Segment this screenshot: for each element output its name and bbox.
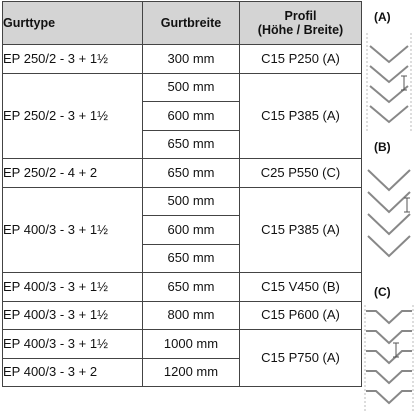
table-row: EP 250/2 - 3 + 1½ 300 mm C15 P250 (A)	[2, 44, 362, 74]
table-row: 600 mm	[3, 101, 362, 131]
belt-type-cell: EP 250/2 - 3 + 1½	[2, 72, 143, 159]
profile-a-label: (A)	[374, 10, 391, 24]
belt-type-cell: EP 250/2 - 3 + 1½	[2, 44, 143, 74]
belt-width-cell: 1000 mm	[142, 329, 240, 359]
header-profile-subtitle: (Höhe / Breite)	[257, 23, 344, 37]
belt-width-cell: 500 mm	[142, 186, 240, 216]
profile-c-diagram	[364, 305, 414, 411]
table-row: EP 400/3 - 3 + 1½ 800 mm C15 P600 (A)	[2, 300, 362, 330]
belt-width-cell: 500 mm	[142, 72, 240, 102]
belt-width-cell: 800 mm	[142, 300, 240, 330]
table-row: EP 400/3 - 3 + 1½ 650 mm C15 V450 (B)	[2, 272, 362, 302]
belt-type-cell: EP 400/3 - 3 + 1½	[2, 329, 143, 359]
belt-width-cell: 600 mm	[142, 101, 240, 131]
belt-width-cell: 650 mm	[142, 243, 240, 273]
belt-width-cell: 1200 mm	[142, 357, 240, 387]
belt-width-cell: 600 mm	[142, 215, 240, 245]
table-row: EP 400/3 - 3 + 1½ 500 mm C15 P385 (A)	[2, 186, 362, 273]
profile-cell: C15 P385 (A)	[239, 186, 362, 273]
belt-type-cell: EP 250/2 - 4 + 2	[2, 158, 143, 188]
profile-cell: C15 P600 (A)	[239, 300, 362, 330]
table-row: EP 250/2 - 3 + 1½ 500 mm C15 P385 (A)	[2, 72, 362, 159]
table-row: EP 400/3 - 3 + 2 1200 mm	[2, 357, 362, 387]
profile-c-label: (C)	[374, 285, 391, 299]
belt-width-cell: 650 mm	[142, 158, 240, 188]
header-profile: Profil (Höhe / Breite)	[239, 1, 362, 45]
profile-cell: C15 P750 (A)	[239, 329, 362, 387]
belt-type-cell: EP 400/3 - 3 + 1½	[2, 300, 143, 330]
profile-cell: C15 V450 (B)	[239, 272, 362, 302]
profile-cell: C15 P250 (A)	[239, 44, 362, 74]
profile-diagrams: (A) (B) (C)	[362, 0, 417, 413]
belt-width-cell: 650 mm	[142, 129, 240, 159]
belt-type-cell: EP 400/3 - 3 + 1½	[2, 186, 143, 273]
profile-b-label: (B)	[374, 140, 391, 154]
table-row: EP 400/3 - 3 + 1½ 1000 mm C15 P750 (A)	[2, 329, 362, 387]
header-row: Gurttype Gurtbreite Profil (Höhe / Breit…	[2, 1, 362, 45]
table-row: 650 mm	[3, 243, 362, 273]
belt-width-cell: 300 mm	[142, 44, 240, 74]
belt-spec-table: Gurttype Gurtbreite Profil (Höhe / Breit…	[2, 1, 362, 387]
header-profile-title: Profil	[284, 9, 317, 23]
profile-cell: C15 P385 (A)	[239, 72, 362, 159]
belt-type-cell: EP 400/3 - 3 + 2	[2, 357, 143, 387]
header-belt-width: Gurtbreite	[142, 1, 240, 45]
profile-cell: C25 P550 (C)	[239, 158, 362, 188]
table-row: EP 250/2 - 4 + 2 650 mm C25 P550 (C)	[2, 158, 362, 188]
profile-b-diagram	[367, 169, 411, 258]
belt-type-cell: EP 400/3 - 3 + 1½	[2, 272, 143, 302]
table-row: 650 mm	[3, 129, 362, 159]
belt-width-cell: 650 mm	[142, 272, 240, 302]
profile-a-diagram	[366, 33, 412, 133]
header-belt-type: Gurttype	[2, 1, 143, 45]
